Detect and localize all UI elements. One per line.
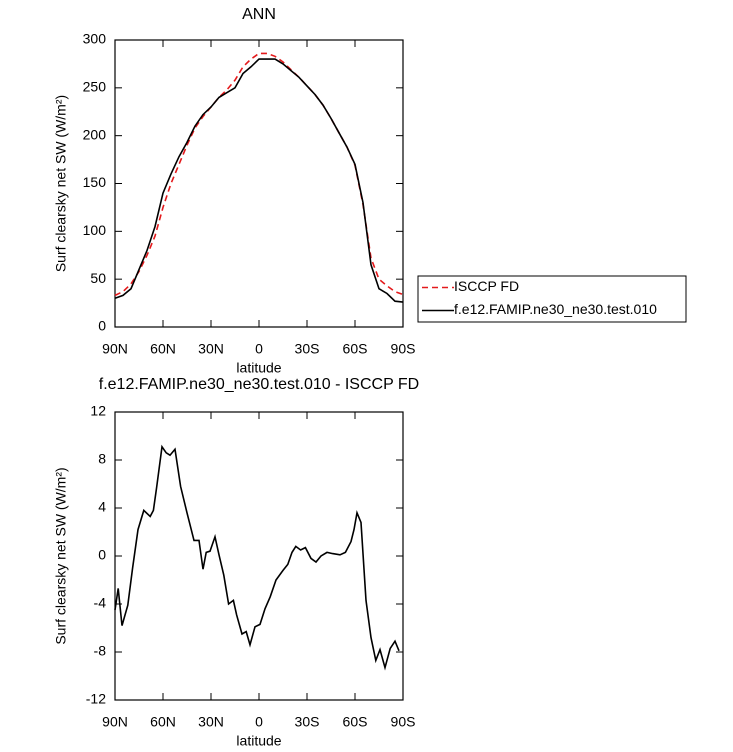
y-tick-label: 300 bbox=[83, 31, 107, 47]
x-tick-label: 30S bbox=[295, 714, 320, 730]
x-tick-label: 60N bbox=[150, 341, 176, 357]
x-tick-label: 90S bbox=[391, 341, 416, 357]
y-tick-label: 12 bbox=[90, 403, 106, 419]
legend-box bbox=[417, 275, 687, 323]
y-tick-label: 200 bbox=[83, 126, 107, 142]
legend-label: ISCCP FD bbox=[454, 278, 519, 294]
y-tick-label: -4 bbox=[94, 595, 107, 611]
y-tick-label: 150 bbox=[83, 174, 107, 190]
x-tick-label: 90N bbox=[102, 341, 128, 357]
x-axis-label: latitude bbox=[236, 733, 281, 749]
x-tick-label: 90S bbox=[391, 714, 416, 730]
data-line bbox=[114, 58, 404, 303]
data-line bbox=[114, 444, 400, 671]
x-tick-label: 60S bbox=[343, 714, 368, 730]
x-tick-label: 0 bbox=[255, 714, 263, 730]
x-tick-label: 30N bbox=[198, 341, 224, 357]
x-tick-label: 30S bbox=[295, 341, 320, 357]
chart-title: f.e12.FAMIP.ne30_ne30.test.010 - ISCCP F… bbox=[99, 376, 419, 393]
x-tick-label: 60S bbox=[343, 341, 368, 357]
legend-label: f.e12.FAMIP.ne30_ne30.test.010 bbox=[454, 301, 657, 317]
y-axis-label: Surf clearsky net SW (W/m²) bbox=[53, 467, 69, 644]
y-tick-label: 0 bbox=[98, 547, 106, 563]
plot-frame bbox=[114, 411, 404, 701]
y-tick-label: 100 bbox=[83, 222, 107, 238]
data-line bbox=[114, 52, 404, 297]
y-tick-label: -12 bbox=[86, 691, 106, 707]
x-tick-label: 90N bbox=[102, 714, 128, 730]
y-tick-label: 50 bbox=[90, 270, 106, 286]
y-axis-label: Surf clearsky net SW (W/m²) bbox=[53, 95, 69, 272]
y-tick-label: 8 bbox=[98, 451, 106, 467]
x-tick-label: 30N bbox=[198, 714, 224, 730]
y-tick-label: 0 bbox=[98, 318, 106, 334]
x-tick-label: 0 bbox=[255, 341, 263, 357]
y-tick-label: 250 bbox=[83, 79, 107, 95]
x-tick-label: 60N bbox=[150, 714, 176, 730]
chart-title: ANN bbox=[242, 6, 276, 23]
y-tick-label: 4 bbox=[98, 499, 106, 515]
y-tick-label: -8 bbox=[94, 643, 107, 659]
x-axis-label: latitude bbox=[236, 360, 281, 376]
